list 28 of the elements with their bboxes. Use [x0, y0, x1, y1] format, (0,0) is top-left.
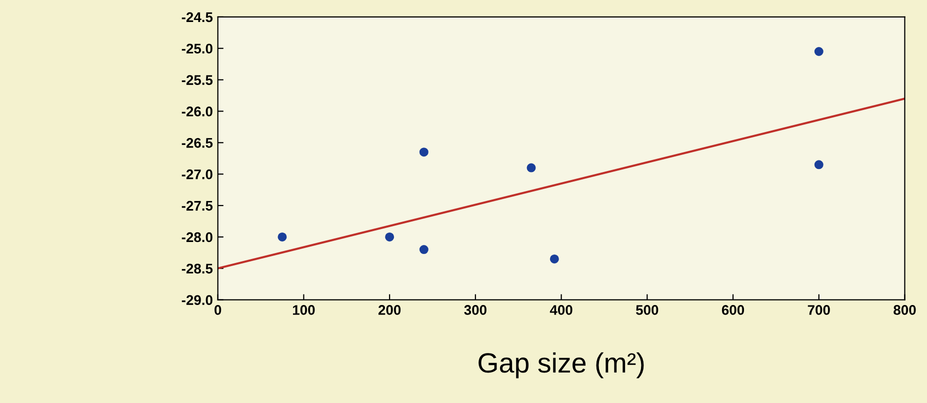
x-tick-label: 400 [550, 305, 572, 315]
y-tick-label: -28.5 [182, 264, 213, 274]
y-tick-label: -28.0 [182, 232, 212, 242]
x-tick-label: 500 [636, 305, 658, 315]
point [419, 245, 428, 254]
y-tick-label: -27.5 [182, 200, 213, 211]
point [814, 47, 824, 56]
point [814, 160, 824, 170]
point [526, 163, 536, 172]
x-tick-label: 100 [293, 305, 315, 315]
point [385, 232, 394, 242]
y-tick-label: -26.0 [182, 106, 212, 116]
point [419, 148, 428, 157]
y-tick-label: -26.5 [182, 138, 213, 148]
x-tick-label: 300 [464, 305, 486, 315]
x-tick-label: 600 [722, 305, 744, 315]
x-tick-label: 200 [378, 305, 401, 315]
point [550, 254, 559, 264]
x-tick-label: 0 [214, 305, 222, 315]
y-tick-label: -25.5 [182, 75, 213, 85]
x-tick-label: 800 [894, 305, 916, 315]
y-tick-label: -29.0 [182, 295, 212, 305]
y-tick-label: -24.5 [182, 12, 213, 22]
y-tick-label: -27.0 [182, 169, 212, 180]
x-tick-label: 700 [808, 305, 830, 315]
x-axis-title: Gap size (m²) [478, 352, 644, 378]
point [278, 232, 287, 242]
y-tick-label: -25.0 [182, 44, 212, 54]
